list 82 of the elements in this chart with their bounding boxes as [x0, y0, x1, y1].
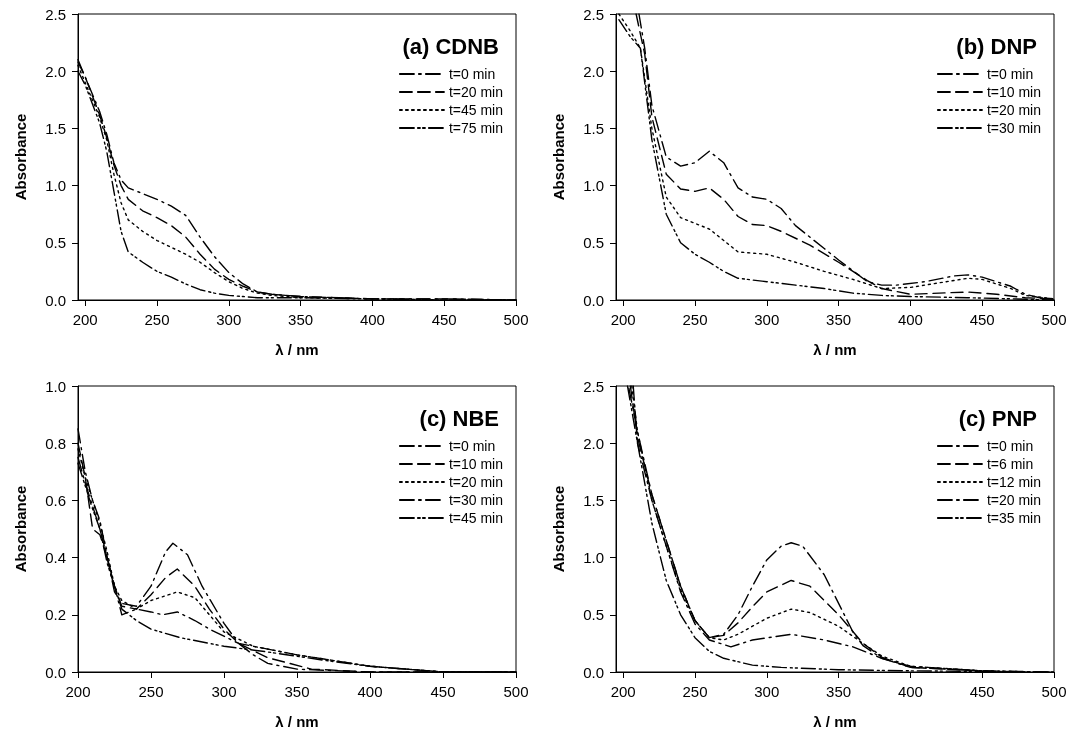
y-tick-label: 0.8	[45, 434, 66, 452]
x-tick-label: 400	[897, 683, 923, 700]
y-tick-label: 1.5	[45, 119, 66, 137]
legend-label: t=35 min	[986, 510, 1042, 526]
y-tick-label: 0.5	[583, 234, 604, 252]
x-tick-label: 450	[969, 683, 995, 700]
legend-label: t=0 min	[448, 438, 496, 454]
legend-label: t=20 min	[986, 492, 1042, 508]
x-tick-label: 400	[897, 311, 923, 328]
legend-label: t=45 min	[448, 102, 504, 118]
legend-label: t=10 min	[986, 84, 1042, 100]
x-axis-title: λ / nm	[275, 341, 319, 358]
legend-label: t=75 min	[448, 120, 504, 136]
y-tick-label: 0.4	[45, 549, 66, 567]
x-tick-label: 350	[826, 683, 852, 700]
text: (c) PNP	[958, 405, 1038, 431]
x-tick-label: 400	[357, 683, 383, 700]
x-tick-label: 450	[969, 311, 995, 328]
x-tick-label: 200	[610, 683, 636, 700]
y-tick-label: 0.0	[45, 291, 66, 309]
text: (c) NBE	[419, 405, 499, 431]
y-tick-label: 2.0	[45, 62, 66, 80]
y-tick-label: 0.5	[45, 234, 66, 252]
legend-label: t=0 min	[986, 438, 1034, 454]
y-axis-title: Absorbance	[550, 113, 567, 201]
x-axis-title: λ / nm	[275, 713, 319, 730]
x-tick-label: 200	[65, 683, 91, 700]
legend-label: t=20 min	[986, 102, 1042, 118]
x-tick-label: 250	[682, 683, 708, 700]
x-tick-label: 450	[430, 683, 456, 700]
x-tick-label: 300	[754, 311, 780, 328]
legend-label: t=45 min	[448, 510, 504, 526]
legend-label: t=0 min	[448, 66, 496, 82]
y-tick-label: 2.0	[583, 434, 604, 452]
legend-label: t=20 min	[448, 84, 504, 100]
y-tick-label: 2.0	[583, 62, 604, 80]
x-axis-title: λ / nm	[813, 713, 857, 730]
x-tick-label: 200	[72, 311, 98, 328]
legend-label: t=30 min	[986, 120, 1042, 136]
y-tick-label: 0.5	[583, 606, 604, 624]
x-tick-label: 450	[431, 311, 457, 328]
legend-label: t=0 min	[986, 66, 1034, 82]
legend-label: t=12 min	[986, 474, 1042, 490]
y-tick-label: 1.5	[583, 491, 604, 509]
y-axis-title: Absorbance	[12, 485, 29, 573]
y-axis-title: Absorbance	[550, 485, 567, 573]
x-tick-label: 250	[138, 683, 164, 700]
y-tick-label: 1.0	[583, 177, 604, 195]
y-tick-label: 1.0	[583, 549, 604, 567]
legend-label: t=10 min	[448, 456, 504, 472]
y-tick-label: 1.5	[583, 119, 604, 137]
x-tick-label: 500	[503, 311, 529, 328]
x-tick-label: 350	[288, 311, 314, 328]
text: (b) DNP	[956, 33, 1037, 59]
x-tick-label: 300	[216, 311, 242, 328]
x-tick-label: 500	[503, 683, 529, 700]
x-tick-label: 250	[682, 311, 708, 328]
x-tick-label: 400	[359, 311, 385, 328]
x-tick-label: 300	[754, 683, 780, 700]
legend-label: t=6 min	[986, 456, 1034, 472]
x-tick-label: 350	[284, 683, 310, 700]
y-tick-label: 1.0	[45, 377, 66, 395]
y-tick-label: 0.6	[45, 491, 66, 509]
y-tick-label: 0.2	[45, 606, 66, 624]
legend-label: t=20 min	[448, 474, 504, 490]
x-tick-label: 350	[826, 311, 852, 328]
x-tick-label: 200	[610, 311, 636, 328]
legend-label: t=30 min	[448, 492, 504, 508]
y-tick-label: 1.0	[45, 177, 66, 195]
x-axis-title: λ / nm	[813, 341, 857, 358]
y-tick-label: 2.5	[45, 5, 66, 23]
x-tick-label: 500	[1041, 683, 1067, 700]
x-tick-label: 300	[211, 683, 237, 700]
x-tick-label: 500	[1041, 311, 1067, 328]
text: (a) CDNB	[402, 33, 500, 59]
y-tick-label: 2.5	[583, 5, 604, 23]
y-tick-label: 0.0	[583, 663, 604, 681]
y-tick-label: 0.0	[583, 291, 604, 309]
y-tick-label: 0.0	[45, 663, 66, 681]
y-axis-title: Absorbance	[12, 113, 29, 201]
x-tick-label: 250	[144, 311, 170, 328]
y-tick-label: 2.5	[583, 377, 604, 395]
